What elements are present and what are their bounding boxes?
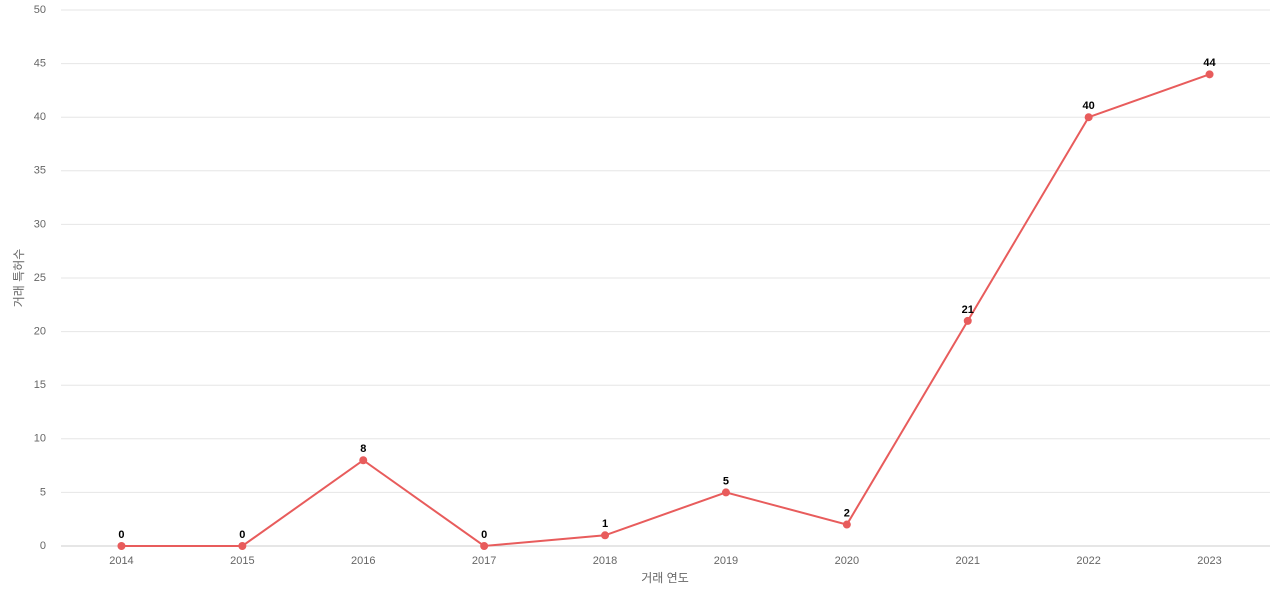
value-label: 2	[844, 507, 850, 519]
point	[601, 531, 610, 540]
point	[1205, 70, 1214, 79]
x-tick-label: 2016	[351, 555, 375, 567]
value-label: 1	[602, 518, 608, 530]
point	[1084, 113, 1093, 122]
y-tick-label: 25	[34, 272, 46, 284]
line	[121, 73, 1210, 548]
value-label: 21	[962, 304, 974, 316]
value-label: 40	[1083, 100, 1095, 112]
y-tick-label: 30	[34, 218, 46, 230]
y-tick-label: 40	[34, 111, 46, 123]
x-tick-label: 2018	[593, 555, 617, 567]
x-tick-label: 2014	[109, 555, 133, 567]
point	[480, 542, 489, 550]
point	[359, 456, 368, 465]
y-tick-label: 0	[40, 540, 46, 552]
y-tick-label: 20	[34, 326, 46, 338]
x-tick-label: 2021	[956, 555, 980, 567]
y-tick-label: 50	[34, 4, 46, 16]
point	[963, 316, 972, 325]
x-tick-label: 2015	[230, 555, 254, 567]
value-label: 0	[239, 529, 245, 541]
y-tick-label: 15	[34, 379, 46, 391]
value-label: 0	[118, 529, 124, 541]
value-label: 0	[481, 529, 487, 541]
x-tick-label: 2017	[472, 555, 496, 567]
y-tick-label: 5	[40, 486, 46, 498]
value-label: 8	[360, 443, 366, 455]
x-tick-label: 2019	[714, 555, 738, 567]
y-tick-label: 10	[34, 433, 46, 445]
y-tick-label: 45	[34, 58, 46, 70]
x-tick-label: 2022	[1076, 555, 1100, 567]
point	[842, 520, 851, 529]
x-axis-label: 거래 연도	[641, 571, 689, 585]
value-label: 5	[723, 475, 729, 487]
y-tick-label: 35	[34, 165, 46, 177]
x-tick-label: 2023	[1197, 555, 1221, 567]
value-label: 44	[1203, 57, 1216, 69]
point	[117, 542, 126, 550]
x-tick-label: 2020	[835, 555, 859, 567]
y-axis-label: 거래 특허수	[12, 249, 26, 308]
point	[238, 542, 247, 550]
point	[721, 488, 730, 497]
